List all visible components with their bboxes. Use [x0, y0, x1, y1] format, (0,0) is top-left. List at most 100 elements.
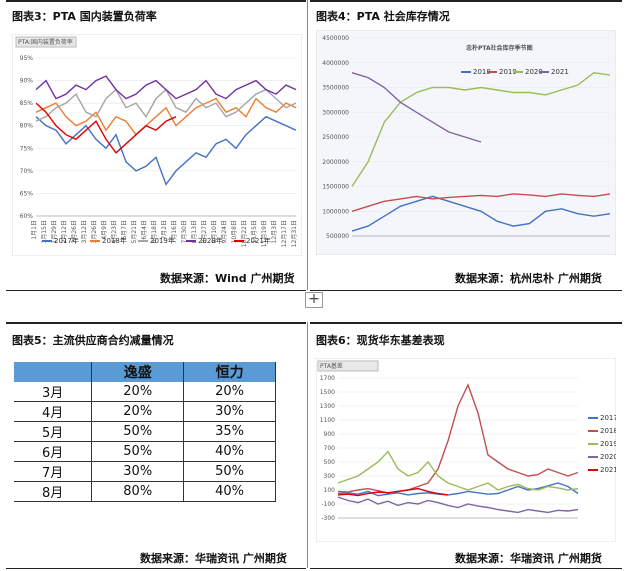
- legend-label: 2020: [525, 68, 543, 76]
- table-cell: 5月: [14, 421, 93, 442]
- basis-chart: PTA基差 1700 1500 1300 1100 900 700 500 300 100 -100…: [316, 358, 616, 542]
- series-line: [35, 97, 297, 136]
- legend-label: 2019: [499, 68, 517, 76]
- x-tick-label: 6月18日: [151, 220, 158, 243]
- y-tick-label: 1500: [320, 389, 335, 396]
- table-cell: 50%: [91, 441, 185, 462]
- y-tick-label: 700: [324, 445, 336, 452]
- x-tick-label: 8月27日: [201, 220, 208, 243]
- y-tick-label: 60%: [20, 213, 34, 220]
- table-cell: 50%: [91, 421, 185, 442]
- y-tick-label: 90%: [20, 78, 34, 85]
- add-row-button[interactable]: +: [305, 292, 323, 308]
- y-tick-label: 300: [324, 473, 336, 480]
- y-tick-label: 900: [324, 431, 336, 438]
- top-rule-right: [310, 0, 622, 2]
- series-line: [351, 71, 611, 187]
- y-tick-label: 80%: [20, 123, 34, 130]
- x-tick-label: 12月31日: [291, 220, 298, 247]
- y-tick-label: 1500000: [322, 184, 349, 191]
- x-tick-label: 1月1日: [31, 220, 38, 240]
- mid-rule-top-right: [310, 290, 622, 291]
- table-cell: 20%: [91, 401, 185, 422]
- y-tick-label: 70%: [20, 168, 34, 175]
- x-tick-label: 5月7日: [121, 220, 128, 240]
- table-cell: 6月: [14, 441, 93, 462]
- fig5-source: 数据来源：华瑞资讯 广州期货: [140, 552, 287, 565]
- x-tick-label: 8月13日: [191, 220, 198, 243]
- y-tick-label: 100: [324, 487, 336, 494]
- table-row: 4月 20% 30%: [14, 401, 276, 422]
- x-tick-label: 2月26日: [71, 220, 78, 243]
- x-tick-label: 1月29日: [51, 220, 58, 243]
- x-tick-label: 9月24日: [221, 220, 228, 243]
- table-cell: 20%: [91, 382, 185, 402]
- y-tick-label: 85%: [20, 100, 34, 107]
- y-tick-label: 1700: [320, 375, 335, 382]
- legend-label: 2019年: [600, 439, 616, 448]
- chart-title: 忠朴PTA社会库存季节图: [466, 44, 533, 52]
- table-cell: 3月: [14, 382, 93, 402]
- table-cell: 8月: [14, 481, 93, 502]
- fig3-title: 图表3：PTA 国内装置负荷率: [12, 10, 157, 23]
- series-line: [35, 75, 297, 100]
- y-tick-label: 2500000: [322, 134, 349, 141]
- y-tick-label: 1000000: [322, 208, 349, 215]
- x-tick-label: 2月12日: [61, 220, 68, 243]
- series-line: [351, 193, 611, 212]
- bottom-rule-right: [310, 568, 622, 569]
- x-tick-label: 5月21日: [131, 220, 138, 243]
- mid-rule-bottom-left: [6, 322, 306, 324]
- y-tick-label: 500000: [326, 233, 349, 240]
- x-tick-label: 11月5日: [251, 220, 258, 243]
- x-tick-label: 3月26日: [91, 220, 98, 243]
- y-tick-label: 4500000: [322, 35, 349, 42]
- legend-label: 2018年: [600, 426, 616, 435]
- legend-label: 2020年: [198, 236, 223, 245]
- legend-label: 2017年: [54, 236, 79, 245]
- legend-label: 2021: [551, 68, 569, 76]
- chart-background: [12, 34, 302, 256]
- x-tick-label: 12月3日: [271, 220, 278, 243]
- series-line: [337, 383, 579, 494]
- legend-label: 2018年: [102, 236, 127, 245]
- y-tick-label: -300: [321, 515, 335, 522]
- fig5-title: 图表5：主流供应商合约减量情况: [12, 334, 174, 347]
- fig6-source: 数据来源：华瑞资讯 广州期货: [455, 552, 602, 565]
- table-row: 6月 50% 40%: [14, 441, 276, 462]
- y-tick-label: 1300: [320, 403, 335, 410]
- x-tick-label: 4月23日: [111, 220, 118, 243]
- mid-rule-top-left: [6, 290, 306, 291]
- chart-title-box: [15, 36, 77, 48]
- legend-label: 2017年: [600, 413, 616, 422]
- series-line: [351, 195, 611, 232]
- series-line: [337, 496, 579, 514]
- table-row: 7月 30% 50%: [14, 461, 276, 482]
- legend-label: 2021年: [600, 465, 616, 474]
- x-tick-label: 10月8日: [231, 220, 238, 243]
- series-line: [351, 72, 482, 143]
- x-tick-label: 11月19日: [261, 220, 268, 247]
- table-cell: 30%: [183, 401, 276, 422]
- x-tick-label: 7月16日: [171, 220, 178, 243]
- chart-title: PTA基差: [320, 362, 343, 370]
- fig4-title: 图表4：PTA 社会库存情况: [316, 10, 450, 23]
- table-row: 8月 80% 40%: [14, 481, 276, 502]
- x-tick-label: 6月4日: [141, 220, 148, 240]
- supply-reduction-table: 逸盛 恒力 3月 20% 20% 4月 20% 30% 5月 50% 35% 6月 50% 40…: [14, 362, 276, 502]
- mid-rule-bottom-right: [310, 322, 622, 324]
- divider-top: [307, 0, 308, 290]
- x-tick-label: 10月22日: [241, 220, 248, 247]
- legend-label: 2020年: [600, 452, 616, 461]
- x-tick-label: 9月10日: [211, 220, 218, 243]
- fig4-source: 数据来源：杭州忠朴 广州期货: [455, 272, 602, 285]
- y-tick-label: 4000000: [322, 60, 349, 67]
- series-line: [35, 102, 177, 154]
- chart-background: [316, 30, 616, 255]
- top-rule-left: [6, 0, 306, 2]
- chart-background: [316, 358, 616, 542]
- series-line: [35, 115, 297, 186]
- y-tick-label: 65%: [20, 190, 34, 197]
- x-tick-label: 7月2日: [161, 220, 168, 240]
